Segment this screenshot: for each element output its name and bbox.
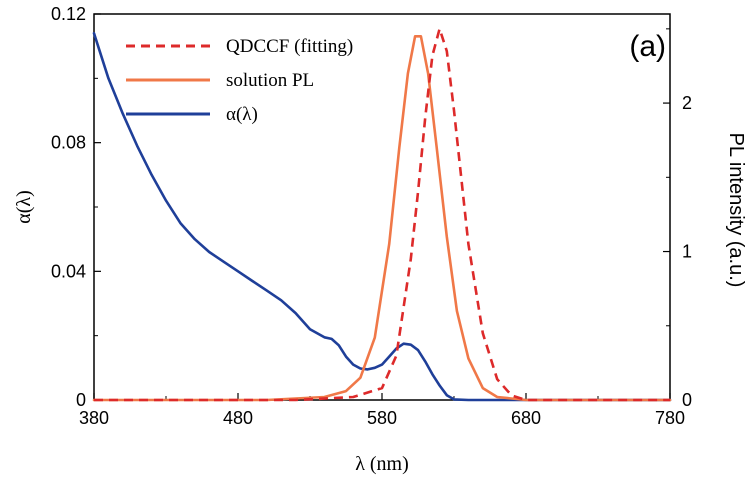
y-left-tick-label: 0 [76,390,86,410]
y-left-tick-label: 0.04 [51,261,86,281]
x-tick-label: 780 [655,408,685,428]
x-tick-label: 680 [511,408,541,428]
y-axis-left-title: α(λ) [13,190,35,224]
legend-label-qdccf: QDCCF (fitting) [226,36,353,57]
legend-label-alpha: α(λ) [226,104,258,125]
y-axis-left: 0 0.04 0.08 0.12 [51,4,101,410]
y-right-tick-label: 1 [682,242,692,262]
series-qdccf-fitting [94,27,670,402]
legend: QDCCF (fitting) solution PL α(λ) [126,36,353,125]
legend-label-solution-pl: solution PL [226,70,314,91]
x-axis: 380 480 580 680 780 [79,393,685,428]
y-right-tick-label: 0 [682,390,692,410]
y-axis-right: 0 1 2 [663,28,692,410]
x-tick-label: 380 [79,408,109,428]
x-tick-label: 580 [367,408,397,428]
series-solution-pl [92,35,672,402]
series-alpha [92,31,672,402]
y-left-tick-label: 0.08 [51,133,86,153]
panel-label: (a) [629,30,666,63]
y-right-tick-label: 2 [682,93,692,113]
x-tick-label: 480 [223,408,253,428]
x-axis-title: λ (nm) [355,453,409,475]
y-left-tick-label: 0.12 [51,4,86,24]
y-axis-right-title: PL intensity (a.u.) [725,133,747,288]
series-layer [92,27,672,402]
plot-frame [93,13,671,401]
